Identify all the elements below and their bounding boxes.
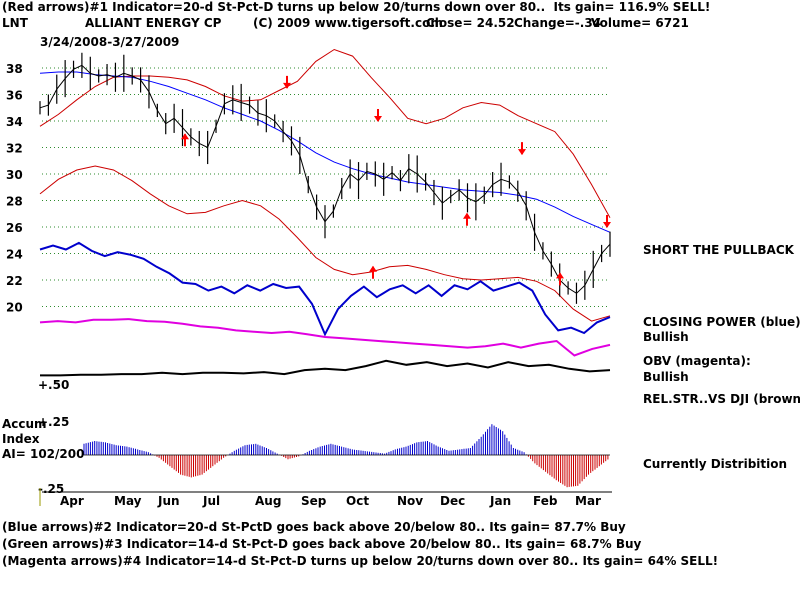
symbol-label: LNT <box>2 16 29 30</box>
accum-bottom-tick: -.25 <box>38 482 64 496</box>
signal-arrows <box>181 75 611 286</box>
x-tick-feb: Feb <box>533 494 558 508</box>
obv-status: Bullish <box>643 370 689 384</box>
red-arrow-up <box>369 265 377 279</box>
bollinger-bands <box>39 48 611 322</box>
red-arrow-down <box>518 142 526 156</box>
price-close-line <box>39 64 611 294</box>
footer-line-2: (Blue arrows)#2 Indicator=20-d St-PctD g… <box>2 520 626 534</box>
arrow-head <box>463 212 471 219</box>
accum-top-tick: +.25 <box>38 415 69 429</box>
y-tick-26: 26 <box>6 221 23 235</box>
red-arrow-up <box>463 212 471 226</box>
x-tick-sep: Sep <box>301 494 327 508</box>
rel-str-tick: +.50 <box>38 378 69 392</box>
price-bars <box>39 52 611 304</box>
red-arrow-up <box>181 133 189 147</box>
x-tick-jun: Jun <box>157 494 180 508</box>
x-tick-apr: Apr <box>60 494 84 508</box>
obv-label: OBV (magenta): <box>643 354 751 368</box>
rel-str-line <box>40 359 611 377</box>
price-axis-ticks: 20 22 24 26 28 30 32 34 36 38 <box>6 62 23 315</box>
x-tick-may: May <box>114 494 142 508</box>
y-tick-36: 36 <box>6 89 23 103</box>
footer-line-3: (Green arrows)#3 Indicator=14-d St-Pct-D… <box>2 537 642 551</box>
red-arrow-down <box>374 109 382 122</box>
month-axis-ticks: Apr May Jun Jul Aug Sep Oct Nov Dec Jan Feb Mar <box>42 491 612 508</box>
x-tick-jul: Jul <box>202 494 220 508</box>
y-tick-32: 32 <box>6 142 23 156</box>
ma-line <box>39 71 611 233</box>
date-range: 3/24/2008-3/27/2009 <box>40 35 179 49</box>
arrow-head <box>556 272 564 279</box>
close-value: Close= 24.52 <box>426 16 515 30</box>
x-tick-aug: Aug <box>255 494 281 508</box>
x-tick-oct: Oct <box>346 494 369 508</box>
index-label: Index <box>2 432 40 446</box>
arrow-head <box>518 149 526 156</box>
x-tick-dec: Dec <box>440 494 465 508</box>
volume-value: Volume= 6721 <box>591 16 689 30</box>
closing-power-line <box>39 241 611 337</box>
short-pullback-label: SHORT THE PULLBACK <box>643 243 795 257</box>
y-tick-28: 28 <box>6 195 23 209</box>
copyright: (C) 2009 www.tigersoft.com <box>253 16 443 30</box>
y-tick-22: 22 <box>6 274 23 288</box>
lower-band-line <box>39 165 611 322</box>
y-tick-24: 24 <box>6 248 23 262</box>
accum-label: Accum <box>2 417 47 431</box>
y-tick-38: 38 <box>6 62 23 76</box>
x-tick-jan: Jan <box>489 494 511 508</box>
change-value: Change=-.34 <box>514 16 601 30</box>
y-tick-20: 20 <box>6 301 23 315</box>
closing-power-status: Bullish <box>643 330 689 344</box>
red-arrow-down <box>603 215 611 228</box>
company-name: ALLIANT ENERGY CP <box>85 16 222 30</box>
arrow-head <box>181 133 189 140</box>
closing-power-label: CLOSING POWER (blue): <box>643 315 800 329</box>
y-tick-34: 34 <box>6 115 23 129</box>
moving-average <box>39 71 611 233</box>
accum-histogram <box>83 424 610 488</box>
price-gridlines <box>42 67 610 307</box>
arrow-head <box>603 222 611 228</box>
footer-line-4: (Magenta arrows)#4 Indicator=14-d St-Pct… <box>2 554 718 568</box>
arrow-head <box>369 265 377 272</box>
indicators <box>39 241 611 377</box>
y-tick-30: 30 <box>6 168 23 182</box>
header-line-1: (Red arrows)#1 Indicator=20-d St-Pct-D t… <box>2 0 711 14</box>
x-tick-nov: Nov <box>397 494 423 508</box>
arrow-head <box>374 116 382 122</box>
distribution-label: Currently Distribition <box>643 457 787 471</box>
rel-str-label: REL.STR..VS DJI (brown): <box>643 392 800 406</box>
x-tick-mar: Mar <box>575 494 601 508</box>
red-arrow-up <box>556 272 564 286</box>
upper-band-line <box>39 48 611 218</box>
obv-line <box>39 318 611 357</box>
red-arrow-down <box>283 75 291 89</box>
ai-value: AI= 102/200 <box>2 447 84 461</box>
arrow-head <box>283 82 291 89</box>
